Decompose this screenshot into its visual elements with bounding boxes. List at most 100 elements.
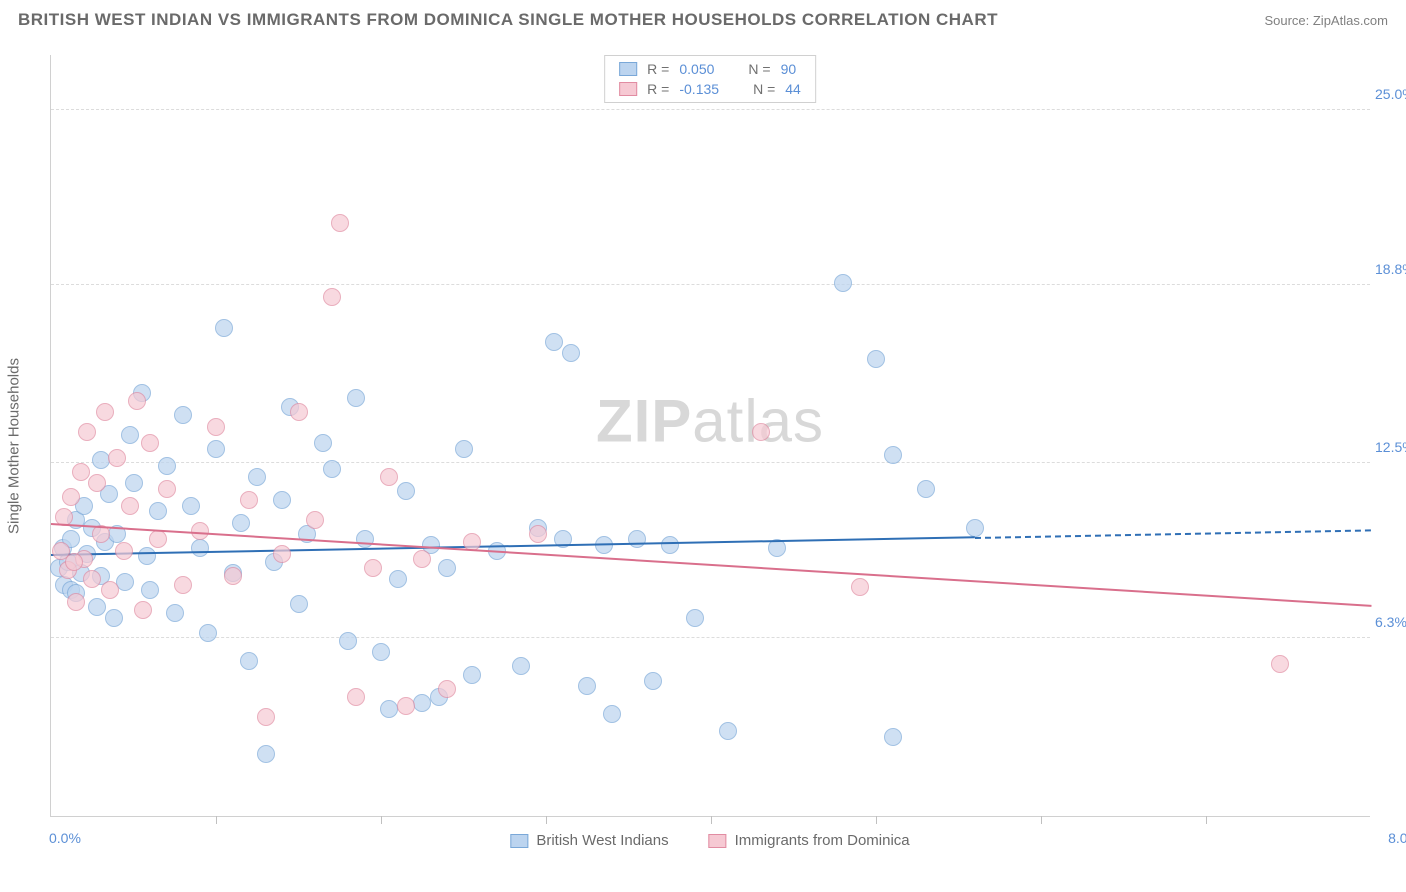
data-point-british [686, 609, 704, 627]
gridline [51, 284, 1370, 285]
x-tick [711, 816, 712, 824]
data-point-british [290, 595, 308, 613]
data-point-british [389, 570, 407, 588]
series-legend-item-dominica: Immigrants from Dominica [709, 832, 910, 849]
source-attribution: Source: ZipAtlas.com [1264, 13, 1388, 28]
data-point-dominica [121, 497, 139, 515]
data-point-british [339, 632, 357, 650]
data-point-dominica [62, 488, 80, 506]
data-point-british [138, 547, 156, 565]
data-point-dominica [273, 545, 291, 563]
n-label: N = [753, 81, 775, 97]
x-tick [216, 816, 217, 824]
data-point-british [125, 474, 143, 492]
data-point-british [372, 643, 390, 661]
stats-legend: R = 0.050N = 90R = -0.135N = 44 [604, 55, 816, 103]
scatter-plot: 6.3%12.5%18.8%25.0%0.0%8.0% [50, 55, 1370, 817]
data-point-british [562, 344, 580, 362]
data-point-dominica [413, 550, 431, 568]
data-point-dominica [240, 491, 258, 509]
data-point-dominica [257, 708, 275, 726]
data-point-dominica [128, 392, 146, 410]
data-point-dominica [752, 423, 770, 441]
x-tick [876, 816, 877, 824]
data-point-british [88, 598, 106, 616]
series-label-dominica: Immigrants from Dominica [735, 832, 910, 849]
data-point-dominica [290, 403, 308, 421]
data-point-british [463, 666, 481, 684]
x-min-label: 0.0% [49, 830, 81, 846]
data-point-dominica [1271, 655, 1289, 673]
data-point-dominica [115, 542, 133, 560]
chart-title: BRITISH WEST INDIAN VS IMMIGRANTS FROM D… [18, 10, 998, 30]
data-point-british [512, 657, 530, 675]
data-point-british [603, 705, 621, 723]
data-point-dominica [141, 434, 159, 452]
data-point-british [92, 451, 110, 469]
data-point-british [455, 440, 473, 458]
data-point-dominica [347, 688, 365, 706]
data-point-british [347, 389, 365, 407]
data-point-british [182, 497, 200, 515]
data-point-british [644, 672, 662, 690]
series-swatch-british [510, 834, 528, 848]
data-point-dominica [529, 525, 547, 543]
trendline-dominica [51, 523, 1371, 607]
data-point-british [719, 722, 737, 740]
stats-legend-row-dominica: R = -0.135N = 44 [605, 79, 815, 99]
data-point-dominica [134, 601, 152, 619]
data-point-british [232, 514, 250, 532]
data-point-dominica [67, 593, 85, 611]
legend-swatch-dominica [619, 82, 637, 96]
data-point-dominica [149, 530, 167, 548]
data-point-british [121, 426, 139, 444]
data-point-dominica [397, 697, 415, 715]
data-point-british [413, 694, 431, 712]
x-tick [381, 816, 382, 824]
data-point-british [867, 350, 885, 368]
data-point-british [661, 536, 679, 554]
data-point-british [257, 745, 275, 763]
y-tick-label: 25.0% [1375, 86, 1406, 102]
data-point-dominica [96, 403, 114, 421]
data-point-british [273, 491, 291, 509]
y-tick-label: 12.5% [1375, 439, 1406, 455]
data-point-british [628, 530, 646, 548]
data-point-british [966, 519, 984, 537]
r-label: R = [647, 81, 669, 97]
x-tick [1206, 816, 1207, 824]
data-point-british [397, 482, 415, 500]
data-point-dominica [174, 576, 192, 594]
data-point-british [199, 624, 217, 642]
n-value-dominica: 44 [785, 81, 801, 97]
series-legend-item-british: British West Indians [510, 832, 668, 849]
series-legend: British West Indians Immigrants from Domi… [510, 832, 909, 849]
data-point-dominica [158, 480, 176, 498]
n-label: N = [748, 61, 770, 77]
gridline [51, 109, 1370, 110]
data-point-dominica [224, 567, 242, 585]
data-point-british [314, 434, 332, 452]
stats-legend-row-british: R = 0.050N = 90 [605, 59, 815, 79]
y-tick-label: 6.3% [1375, 614, 1406, 630]
data-point-dominica [101, 581, 119, 599]
data-point-british [174, 406, 192, 424]
data-point-dominica [88, 474, 106, 492]
data-point-british [240, 652, 258, 670]
n-value-british: 90 [781, 61, 797, 77]
x-tick [546, 816, 547, 824]
data-point-dominica [364, 559, 382, 577]
data-point-british [323, 460, 341, 478]
data-point-british [438, 559, 456, 577]
data-point-british [166, 604, 184, 622]
trendline-british [975, 529, 1371, 539]
data-point-british [834, 274, 852, 292]
data-point-british [917, 480, 935, 498]
x-tick [1041, 816, 1042, 824]
series-label-british: British West Indians [536, 832, 668, 849]
gridline [51, 462, 1370, 463]
source-link[interactable]: ZipAtlas.com [1313, 13, 1388, 28]
data-point-british [191, 539, 209, 557]
data-point-dominica [78, 423, 96, 441]
data-point-british [356, 530, 374, 548]
